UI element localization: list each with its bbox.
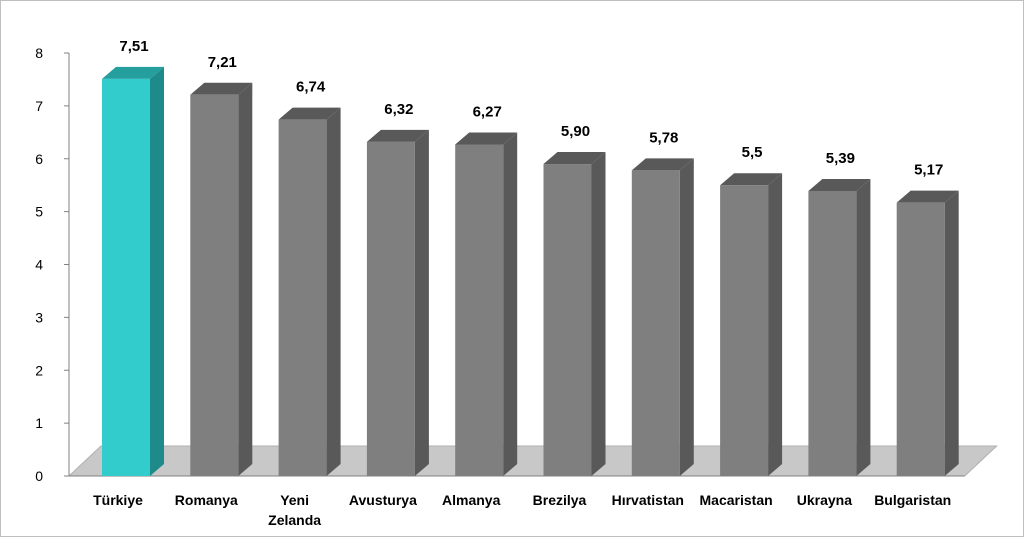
y-tick-label: 5: [35, 204, 43, 220]
bar-top: [720, 173, 783, 186]
bar-side: [326, 107, 341, 476]
x-tick-label: Ukrayna: [797, 492, 852, 508]
x-tick-label: Avusturya: [349, 492, 417, 508]
bar: [190, 94, 239, 477]
bar-side: [414, 129, 429, 476]
data-label: 7,51: [119, 38, 148, 55]
x-tick-label: Bulgaristan: [874, 492, 951, 508]
bar-side: [591, 152, 606, 476]
bar-side: [150, 66, 164, 476]
x-tick-label: Romanya: [175, 492, 238, 508]
data-label: 5,5: [742, 144, 763, 161]
bar: [102, 78, 150, 476]
y-tick-label: 2: [35, 362, 43, 378]
y-tick-label: 1: [35, 415, 43, 431]
bar-top: [808, 179, 871, 192]
x-tick-label: Zelanda: [268, 512, 321, 528]
bar-side: [856, 179, 871, 476]
bar: [278, 119, 327, 476]
bar-top: [543, 152, 606, 165]
bar-top: [896, 190, 959, 203]
data-label: 6,74: [296, 79, 326, 96]
bar-side: [238, 82, 253, 477]
x-tick-label: Brezilya: [533, 492, 587, 508]
bar: [720, 185, 769, 476]
bar: [896, 202, 945, 477]
data-label: 5,78: [649, 129, 678, 146]
bar-top: [366, 129, 429, 142]
x-tick-label: Almanya: [442, 492, 501, 508]
bar-top: [190, 82, 253, 95]
bar: [631, 170, 680, 476]
bar: [455, 144, 504, 476]
bar-side: [944, 190, 959, 477]
bar-top: [631, 158, 694, 171]
data-label: 5,90: [561, 123, 590, 140]
data-label: 6,32: [384, 101, 413, 118]
bar-side: [503, 132, 518, 476]
y-tick-label: 4: [35, 257, 43, 273]
bar-top: [278, 107, 341, 120]
bar-top: [455, 132, 518, 145]
bar: [808, 191, 857, 476]
y-tick-label: 8: [35, 45, 43, 61]
x-tick-label: Macaristan: [700, 492, 773, 508]
data-label: 7,21: [208, 54, 237, 71]
data-label: 6,27: [473, 103, 502, 120]
y-tick-label: 6: [35, 151, 43, 167]
bar-side: [768, 173, 783, 476]
y-tick-label: 7: [35, 98, 43, 114]
y-tick-label: 3: [35, 309, 43, 325]
x-tick-label: Türkiye: [93, 492, 143, 508]
bar-side: [679, 158, 694, 476]
data-label: 5,39: [826, 150, 855, 167]
bar: [366, 141, 415, 476]
bar: [543, 164, 592, 476]
x-tick-label: Hırvatistan: [612, 492, 684, 508]
data-label: 5,17: [914, 162, 943, 179]
bar-top: [102, 66, 164, 79]
y-tick-label: 0: [35, 468, 43, 484]
x-tick-label: Yeni: [280, 492, 309, 508]
